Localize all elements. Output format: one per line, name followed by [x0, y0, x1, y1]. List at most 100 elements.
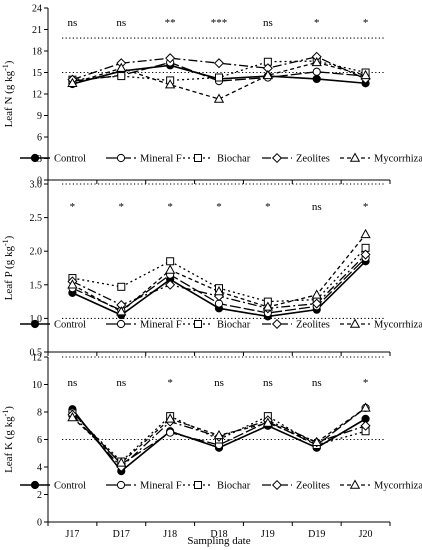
x-tick-label: D19: [308, 529, 325, 540]
data-point: [117, 72, 126, 81]
legend-marker: [271, 479, 283, 491]
significance-label: *: [363, 17, 369, 29]
y-tick-label: 0.5: [30, 348, 43, 359]
legend-label: Control: [54, 154, 86, 165]
data-point: [166, 257, 175, 266]
legend-marker: [116, 319, 126, 329]
data-point: [116, 306, 127, 316]
y-tick-label: 24: [32, 4, 42, 15]
significance-label: ***: [211, 17, 228, 29]
y-axis-title-superscript: -1: [1, 64, 10, 71]
significance-label: ns: [263, 377, 273, 389]
significance-label: ns: [68, 17, 78, 29]
y-axis-title-main: Leaf K (g kg: [3, 416, 15, 473]
legend-label: Biochar: [217, 320, 251, 331]
y-tick-label: 8: [37, 408, 42, 419]
data-point: [67, 279, 78, 289]
data-point: [116, 62, 127, 72]
y-axis-title-main: Leaf N (g kg: [3, 70, 15, 127]
y-axis-title-superscript: -1: [1, 410, 10, 417]
y-axis-title-main: Leaf P (g kg: [3, 246, 15, 301]
legend-label: Mineral F: [140, 320, 182, 331]
y-tick-label: 0: [37, 518, 42, 529]
significance-label: **: [165, 17, 176, 29]
data-point: [312, 67, 321, 76]
data-point: [165, 53, 176, 64]
y-tick-label: 2: [37, 490, 42, 501]
y-axis-title: Leaf N (g kg-1): [1, 60, 16, 127]
y-tick-label: 2.0: [30, 247, 43, 258]
legend-marker: [194, 154, 202, 162]
x-tick-label: J17: [65, 529, 79, 540]
significance-label: ns: [312, 201, 322, 213]
significance-label: ns: [263, 17, 273, 29]
legend-label: Mycorrhizal: [374, 320, 422, 331]
legend-marker: [30, 480, 40, 490]
y-axis-title-end: ): [3, 60, 15, 64]
legend-marker: [30, 319, 40, 329]
significance-label: ns: [68, 377, 78, 389]
data-point: [311, 56, 322, 67]
legend-marker: [30, 153, 40, 163]
data-point: [165, 279, 176, 290]
significance-label: ns: [312, 377, 322, 389]
x-axis-title: Sampling date: [187, 535, 250, 547]
legend-label: Biochar: [217, 154, 251, 165]
y-tick-label: 0: [37, 176, 42, 187]
y-tick-label: 12: [32, 90, 42, 101]
panel-leaf-p: 0.5 1.0 1.5 2.0 2.5 3.0 Leaf P (g kg-1) * * * * * ns…: [1, 180, 422, 359]
y-axis-title-end: ): [3, 235, 15, 239]
y-tick-label: 18: [32, 47, 42, 58]
legend-label: Zeolites: [296, 320, 330, 331]
data-point: [67, 77, 78, 87]
y-tick-label: 1.5: [30, 280, 43, 291]
legend-marker: [194, 320, 202, 328]
y-tick-label: 3: [37, 154, 42, 165]
legend-marker: [271, 318, 283, 330]
data-point: [67, 411, 78, 422]
legend-label: Control: [54, 320, 86, 331]
y-tick-label: 21: [32, 25, 42, 36]
data-point: [213, 285, 225, 296]
significance-label: *: [265, 201, 271, 213]
data-point: [116, 457, 127, 467]
y-tick-label: 2.5: [30, 213, 43, 224]
data-point: [164, 79, 176, 89]
x-tick-label: D17: [113, 529, 130, 540]
legend-label: Zeolites: [296, 481, 330, 492]
legend-label: Mycorrhizal: [374, 154, 422, 165]
legend-marker: [116, 153, 126, 163]
y-tick-label: 6: [37, 133, 42, 144]
y-tick-label: 4: [37, 463, 42, 474]
legend-label: Mineral F: [140, 481, 182, 492]
significance-label: ns: [116, 377, 126, 389]
x-tick-label: D18: [210, 529, 227, 540]
panel-leaf-k: 0 2 4 6 8 10 12 Leaf K (g kg-1) ns ns * ns ns ns * Cont…: [1, 353, 422, 529]
data-point: [213, 429, 225, 440]
y-tick-label: 10: [32, 380, 42, 391]
significance-label: *: [70, 201, 76, 213]
x-tick-label: J18: [163, 529, 177, 540]
y-tick-label: 3.0: [30, 180, 43, 191]
data-point: [213, 93, 225, 103]
data-point: [311, 289, 322, 299]
legend-label: Mineral F: [140, 154, 182, 165]
data-point: [164, 264, 176, 274]
significance-label: *: [216, 201, 222, 213]
x-tick-label: J19: [261, 529, 275, 540]
legend-marker: [271, 152, 283, 164]
legend-label: Biochar: [217, 481, 251, 492]
data-point: [360, 249, 371, 260]
y-axis-title-superscript: -1: [1, 239, 10, 246]
legend-marker: [116, 480, 126, 490]
significance-label: *: [167, 377, 173, 389]
significance-label: *: [119, 201, 125, 213]
legend-marker: [194, 481, 202, 489]
data-point: [360, 69, 371, 80]
data-point: [360, 402, 371, 412]
y-tick-label: 15: [32, 68, 42, 79]
significance-label: *: [167, 201, 173, 213]
significance-label: ns: [214, 377, 224, 389]
